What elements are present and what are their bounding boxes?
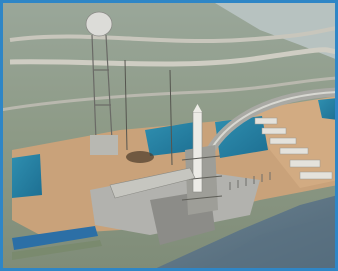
pond — [12, 154, 42, 198]
tower-base — [90, 135, 118, 155]
launch-pad-scene — [0, 0, 338, 271]
shadow — [126, 151, 154, 163]
water-tank — [86, 12, 112, 36]
building — [262, 128, 286, 134]
building — [290, 160, 320, 167]
building — [255, 118, 277, 124]
building — [300, 172, 332, 179]
building — [280, 148, 308, 154]
rocket — [193, 112, 202, 192]
building — [270, 138, 296, 144]
